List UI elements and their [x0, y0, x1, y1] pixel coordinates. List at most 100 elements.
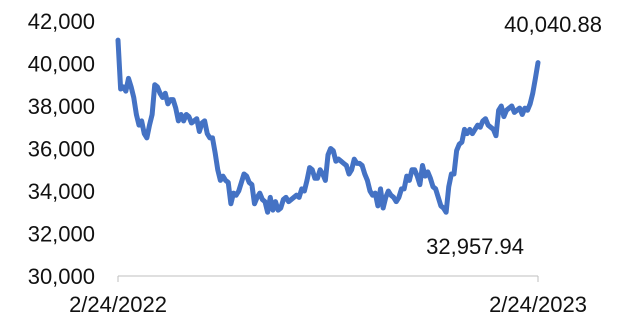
data-label-min-value: 32,957.94 [426, 234, 524, 259]
data-point [419, 184, 421, 186]
data-point [314, 177, 316, 179]
data-point [464, 128, 466, 130]
data-point [477, 124, 479, 126]
data-point [372, 194, 374, 196]
data-point [156, 86, 158, 88]
data-point [138, 124, 140, 126]
data-point [306, 179, 308, 181]
data-point [269, 196, 271, 198]
data-point [340, 160, 342, 162]
data-point [120, 88, 122, 90]
data-point [177, 120, 179, 122]
data-point [537, 62, 539, 64]
data-point [290, 199, 292, 201]
data-point [393, 196, 395, 198]
data-point [498, 109, 500, 111]
data-point [338, 158, 340, 160]
data-point [264, 201, 266, 203]
data-point [324, 179, 326, 181]
data-point [217, 169, 219, 171]
data-point [141, 120, 143, 122]
y-tick-label: 38,000 [28, 94, 95, 119]
data-point [246, 175, 248, 177]
data-point [429, 177, 431, 179]
data-point [471, 133, 473, 135]
data-point [445, 211, 447, 213]
data-point [254, 203, 256, 205]
data-point [487, 124, 489, 126]
x-axis-ticks [117, 276, 539, 282]
data-point [351, 169, 353, 171]
data-point [280, 207, 282, 209]
data-point [353, 158, 355, 160]
data-point [448, 186, 450, 188]
data-point [437, 196, 439, 198]
data-point [414, 169, 416, 171]
data-point [416, 175, 418, 177]
data-point [225, 179, 227, 181]
data-point [401, 188, 403, 190]
data-point [490, 126, 492, 128]
data-point [511, 105, 513, 107]
data-point [117, 39, 119, 41]
data-point [527, 109, 529, 111]
data-point [327, 154, 329, 156]
data-point [275, 201, 277, 203]
data-point [406, 175, 408, 177]
data-point [395, 201, 397, 203]
data-point [180, 114, 182, 116]
data-point [524, 107, 526, 109]
data-point [432, 186, 434, 188]
data-point [382, 207, 384, 209]
y-tick-label: 42,000 [28, 9, 95, 34]
data-point [185, 114, 187, 116]
data-point [183, 120, 185, 122]
data-point [359, 162, 361, 164]
data-point [495, 135, 497, 137]
data-point [149, 124, 151, 126]
data-point [259, 192, 261, 194]
y-tick-label: 36,000 [28, 137, 95, 162]
y-tick-label: 30,000 [28, 264, 95, 289]
data-point [285, 196, 287, 198]
data-point [485, 118, 487, 120]
data-point [506, 109, 508, 111]
data-point [508, 107, 510, 109]
data-point [466, 133, 468, 135]
data-point [206, 133, 208, 135]
data-point [267, 211, 269, 213]
data-point [277, 209, 279, 211]
y-tick-label: 40,000 [28, 52, 95, 77]
data-point [209, 137, 211, 139]
data-point [251, 184, 253, 186]
data-point [461, 141, 463, 143]
data-point [440, 205, 442, 207]
data-point [322, 173, 324, 175]
data-point [128, 77, 130, 79]
data-point [172, 99, 174, 101]
data-point [424, 175, 426, 177]
data-point [317, 177, 319, 179]
data-point [288, 201, 290, 203]
data-point [196, 118, 198, 120]
data-point [435, 188, 437, 190]
data-point [516, 109, 518, 111]
data-point [151, 114, 153, 116]
data-point [319, 169, 321, 171]
data-point [364, 173, 366, 175]
data-point [243, 173, 245, 175]
data-point [458, 143, 460, 145]
data-point [469, 128, 471, 130]
data-point [296, 194, 298, 196]
data-point [335, 160, 337, 162]
data-point [222, 175, 224, 177]
data-point [309, 167, 311, 169]
data-point [390, 194, 392, 196]
data-point [303, 190, 305, 192]
data-point [534, 77, 536, 79]
data-point [301, 188, 303, 190]
data-point [500, 105, 502, 107]
data-point [532, 92, 534, 94]
data-point [133, 97, 135, 99]
data-point [212, 137, 214, 139]
